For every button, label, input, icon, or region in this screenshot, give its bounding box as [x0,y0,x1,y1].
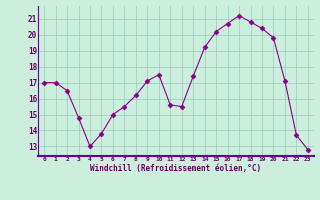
X-axis label: Windchill (Refroidissement éolien,°C): Windchill (Refroidissement éolien,°C) [91,164,261,173]
